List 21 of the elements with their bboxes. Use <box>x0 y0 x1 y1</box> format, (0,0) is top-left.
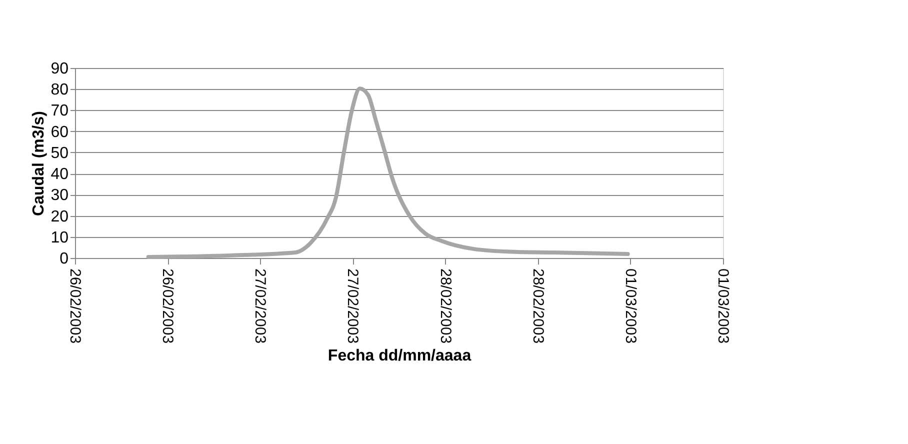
y-tick-label: 40 <box>50 166 69 184</box>
y-tick-label: 20 <box>50 208 69 226</box>
y-tick-label: 90 <box>50 60 69 78</box>
x-tick-label: 26/02/2003 <box>159 268 176 344</box>
y-axis-title: Caudal (m3/s) <box>30 111 48 216</box>
x-tick-label: 28/02/2003 <box>436 268 454 344</box>
y-tick-label: 70 <box>50 102 69 120</box>
y-tick-label: 0 <box>60 250 69 268</box>
x-tick-label: 27/02/2003 <box>252 268 269 344</box>
y-tick-label: 80 <box>50 82 69 99</box>
y-tick-label: 50 <box>50 144 69 162</box>
x-axis-title: Fecha dd/mm/aaaa <box>328 348 472 365</box>
x-tick-label: 01/03/2003 <box>714 268 732 344</box>
line-series <box>146 86 630 259</box>
y-tick-label: 30 <box>50 187 69 204</box>
x-tick-label: 27/02/2003 <box>344 268 362 344</box>
y-tick-label: 60 <box>50 124 69 141</box>
x-tick-label: 26/02/2003 <box>66 268 84 344</box>
y-tick-label: 10 <box>50 229 69 246</box>
x-tick-label: 01/03/2003 <box>622 268 639 344</box>
x-tick-label: 28/02/2003 <box>529 268 546 344</box>
